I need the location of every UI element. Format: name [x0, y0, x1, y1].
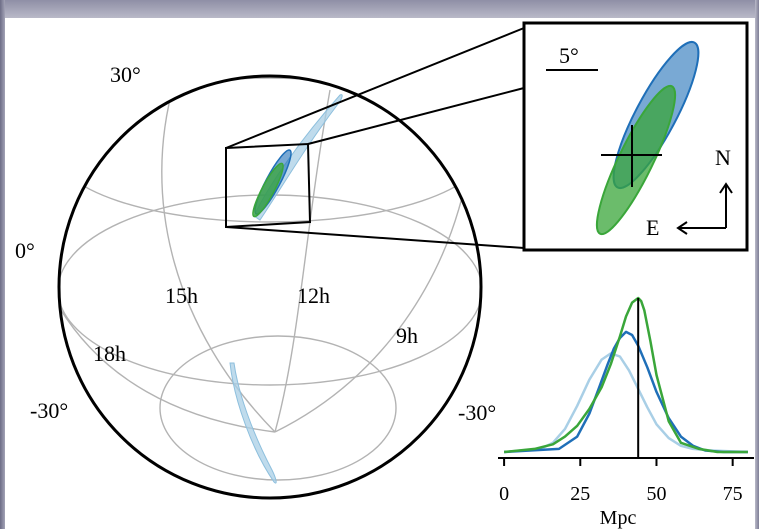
distance-plot: 0 25 50 75 Mpc — [498, 296, 754, 529]
ra-meridian-1 — [161, 79, 276, 433]
distance-series-1 — [503, 352, 748, 454]
zoom-box — [225, 142, 312, 229]
ra-label-18h: 18h — [93, 341, 126, 366]
connector-bottom — [225, 226, 525, 249]
window-top-border — [0, 0, 759, 18]
ra-label-12h: 12h — [297, 283, 330, 308]
window-right-border — [755, 0, 759, 529]
x-tick-label: 0 — [499, 483, 509, 505]
globe-outline — [57, 74, 483, 500]
connector-top — [225, 27, 525, 149]
window-left-border — [0, 0, 5, 529]
compass-east-label: E — [646, 215, 659, 240]
dec-label-30: 30° — [110, 62, 141, 87]
x-axis-ticks: 0 25 50 75 — [499, 458, 743, 505]
sky-regions — [229, 94, 343, 484]
x-axis-label: Mpc — [600, 507, 637, 529]
dec-label-minus-30-right: -30° — [458, 400, 496, 425]
dec-label-minus-30-left: -30° — [30, 398, 68, 423]
dec-circle-minus-30 — [159, 335, 397, 481]
inset-green-region — [595, 84, 677, 236]
ra-meridian-2 — [274, 89, 331, 433]
inset-panel: 5° N E — [522, 21, 749, 252]
ra-label-15h: 15h — [165, 283, 198, 308]
compass-north-label: N — [715, 145, 731, 170]
ra-label-9h: 9h — [396, 323, 418, 348]
distance-series-2 — [504, 330, 748, 454]
compass-arrow-east — [676, 221, 726, 235]
x-tick-label: 25 — [570, 483, 590, 505]
dec-circle-30 — [59, 77, 481, 223]
distance-series-3 — [503, 296, 748, 454]
skymap-light-region-lower — [229, 362, 277, 484]
x-tick-label: 75 — [723, 483, 743, 505]
connector-mid — [307, 87, 525, 145]
globe-labels: 30° 0° -30° -30° 15h 12h 18h 9h — [15, 62, 496, 425]
distance-curves — [503, 296, 748, 454]
dec-label-0: 0° — [15, 238, 35, 263]
x-tick-label: 50 — [646, 483, 666, 505]
sky-globe — [57, 74, 483, 500]
ra-meridian-4 — [59, 299, 276, 433]
compass-arrow-north — [719, 182, 733, 228]
ra-meridian-3 — [274, 159, 471, 433]
zoom-indicator — [225, 27, 525, 249]
skymap-green-region — [252, 162, 284, 218]
scale-bar-label: 5° — [559, 43, 579, 68]
